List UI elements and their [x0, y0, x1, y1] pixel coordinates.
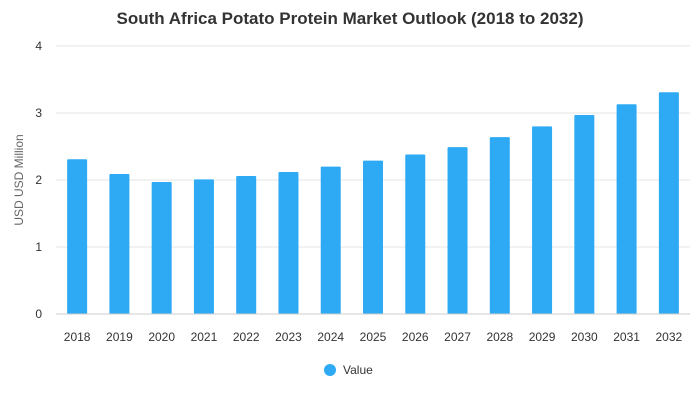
x-tick-label: 2029 — [529, 330, 556, 344]
y-axis-label: USD USD Million — [12, 134, 26, 225]
x-tick-label: 2030 — [571, 330, 598, 344]
bar-2019[interactable] — [109, 173, 130, 314]
x-tick-label: 2031 — [613, 330, 640, 344]
x-axis-ticks: 2018 2019 2020 2021 2022 2023 2024 2025 2026 2027… — [64, 330, 683, 344]
bar-2029[interactable] — [532, 126, 553, 315]
x-tick-label: 2032 — [656, 330, 683, 344]
y-tick-label: 0 — [35, 307, 42, 321]
bar-2030[interactable] — [574, 115, 595, 314]
y-axis-ticks: 0 1 2 3 4 — [35, 39, 42, 321]
x-tick-label: 2025 — [360, 330, 387, 344]
bar-2023[interactable] — [278, 171, 299, 314]
x-tick-label: 2019 — [106, 330, 133, 344]
x-tick-label: 2022 — [233, 330, 260, 344]
y-tick-label: 2 — [35, 173, 42, 187]
y-tick-label: 4 — [35, 39, 42, 53]
bar-2024[interactable] — [320, 166, 341, 314]
legend-marker — [324, 364, 336, 376]
legend[interactable]: Value — [324, 363, 373, 377]
y-tick-label: 1 — [35, 240, 42, 254]
bar-2028[interactable] — [489, 137, 510, 314]
x-tick-label: 2018 — [64, 330, 91, 344]
x-tick-label: 2028 — [486, 330, 513, 344]
chart-title: South Africa Potato Protein Market Outlo… — [117, 9, 584, 28]
x-tick-label: 2026 — [402, 330, 429, 344]
x-tick-label: 2020 — [148, 330, 175, 344]
x-tick-label: 2023 — [275, 330, 302, 344]
x-tick-label: 2024 — [317, 330, 344, 344]
y-tick-label: 3 — [35, 106, 42, 120]
bar-2027[interactable] — [447, 147, 468, 314]
legend-label: Value — [343, 363, 373, 377]
bars — [67, 92, 679, 315]
bar-2031[interactable] — [616, 104, 637, 314]
bar-2022[interactable] — [236, 175, 257, 314]
bar-2021[interactable] — [193, 179, 214, 314]
x-tick-label: 2021 — [191, 330, 218, 344]
bar-2032[interactable] — [658, 92, 679, 314]
bar-2018[interactable] — [67, 159, 88, 314]
bar-2026[interactable] — [405, 154, 426, 314]
bar-2020[interactable] — [151, 182, 172, 314]
x-tick-label: 2027 — [444, 330, 471, 344]
bar-2025[interactable] — [363, 160, 383, 314]
